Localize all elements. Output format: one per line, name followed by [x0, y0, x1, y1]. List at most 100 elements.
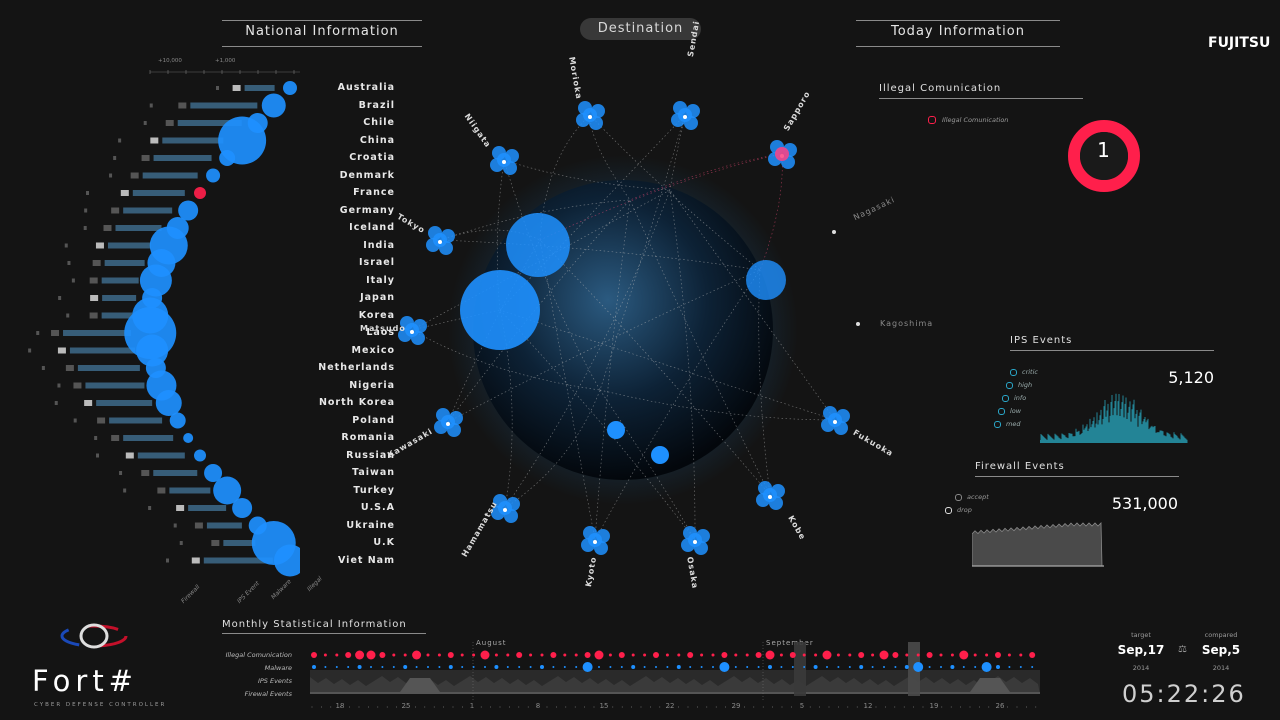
country-label[interactable]: Australia [337, 82, 395, 93]
country-label[interactable]: U.S.A [360, 502, 395, 513]
country-bar [190, 102, 258, 109]
country-bar-tick [65, 365, 74, 371]
connection-line [503, 159, 601, 391]
country-bar [77, 365, 140, 371]
kagoshima-dot [856, 322, 860, 326]
malware-dot [403, 665, 408, 669]
country-label[interactable]: Mexico [351, 344, 395, 356]
city-cluster-bubble [426, 238, 440, 252]
target-date[interactable]: Sep,17 [1117, 643, 1165, 657]
country-label[interactable]: Laos [366, 327, 395, 338]
illegal-dot [1019, 653, 1023, 657]
national-info-title: National Information [245, 24, 399, 39]
country-label[interactable]: Brazil [358, 99, 395, 111]
city-cluster-bubble [834, 421, 848, 435]
connection-line [589, 114, 631, 201]
illegal-dot [540, 653, 544, 657]
malware-dot [324, 666, 327, 668]
country-bar-tick [232, 85, 241, 91]
city-cluster-bubble [398, 328, 412, 342]
illegal-dot [643, 653, 647, 657]
country-label[interactable]: Japan [360, 292, 395, 303]
city-cluster-bubble [503, 161, 517, 175]
country-label[interactable]: Viet Nam [338, 554, 395, 566]
country-label[interactable]: Russian [346, 449, 395, 461]
scale-label-10000: +10,000 [158, 58, 182, 64]
country-bar-tick [130, 172, 139, 179]
country-label[interactable]: France [353, 187, 395, 198]
country-bar [203, 557, 273, 564]
connection-line [758, 269, 771, 496]
country-label[interactable]: China [359, 134, 395, 146]
country-label[interactable]: Israel [359, 257, 395, 268]
illegal-dot [973, 653, 977, 657]
country-label[interactable]: Ukraine [346, 519, 395, 531]
country-label[interactable]: India [363, 239, 395, 251]
malware-dot [1019, 666, 1022, 668]
malware-dot [962, 666, 965, 668]
country-bar-tick [54, 401, 58, 405]
malware-dot [357, 665, 362, 669]
compared-date[interactable]: Sep,5 [1201, 643, 1241, 657]
malware-dot [803, 666, 806, 668]
city-cluster-bubble [823, 406, 837, 420]
illegal-dot [822, 650, 832, 660]
city-label-kagoshima[interactable]: Kagoshima [880, 319, 934, 328]
country-bar [96, 400, 153, 406]
malware-dot [438, 666, 441, 668]
firewall-events-title: Firewall Events [975, 461, 1065, 472]
destination-label[interactable]: Destination [580, 18, 701, 40]
city-cluster-bubble [836, 409, 850, 423]
illegal-dot [437, 653, 441, 657]
illegal-dot [745, 653, 749, 657]
country-bar-tick [67, 261, 71, 265]
illegal-comm-title: Illegal Comunication [879, 83, 1002, 94]
country-label[interactable]: U.K [373, 537, 395, 548]
illegal-dot [892, 652, 899, 658]
country-label[interactable]: Croatia [349, 152, 395, 163]
malware-dot [529, 666, 532, 668]
monthly-timeline[interactable]: 1825181522295121926 [300, 636, 1050, 720]
ips-events-value: 5,120 [1168, 368, 1214, 387]
city-cluster-bubble [589, 116, 603, 130]
country-label[interactable]: Turkey [353, 484, 395, 496]
country-label[interactable]: Nigeria [349, 379, 395, 391]
globe-bubble-large [460, 270, 540, 350]
fort-logo-icon [60, 623, 128, 649]
ips-legend-label: med [1006, 420, 1021, 428]
country-label[interactable]: Chile [363, 117, 395, 128]
country-label[interactable]: Germany [339, 204, 395, 216]
illegal-dot [494, 653, 498, 657]
country-label[interactable]: Iceland [349, 222, 395, 233]
country-label[interactable]: North Korea [318, 397, 395, 408]
illegal-dot [755, 652, 762, 658]
timeline-tick-label: 26 [996, 702, 1005, 710]
city-cluster-dot [503, 508, 507, 512]
country-bar-tick [173, 523, 177, 528]
today-title-underline [856, 46, 1060, 47]
country-bubble [204, 464, 223, 482]
country-label[interactable]: Korea [358, 309, 395, 321]
country-label[interactable]: Taiwan [352, 467, 395, 478]
city-label-matsudo[interactable]: Matsudo [360, 324, 406, 333]
country-label[interactable]: Poland [352, 414, 395, 426]
country-label[interactable]: Romania [341, 432, 395, 443]
city-cluster-bubble [694, 541, 708, 555]
city-cluster-bubble [493, 494, 507, 508]
city-cluster-dot [438, 240, 442, 244]
illegal-dot [653, 652, 659, 658]
country-label[interactable]: Italy [366, 274, 395, 286]
illegal-title-underline [879, 98, 1083, 99]
illegal-dot [836, 653, 840, 657]
clock: 05:22:26 [1122, 680, 1246, 708]
country-label[interactable]: Netherlands [318, 362, 395, 373]
national-title-underline [222, 46, 422, 47]
connection-line [539, 239, 596, 541]
country-label[interactable]: Denmark [339, 169, 395, 181]
illegal-dot [480, 650, 490, 660]
compared-marker [794, 642, 806, 696]
city-cluster-bubble [581, 538, 595, 552]
illegal-dot [939, 653, 943, 657]
country-bar-tick [123, 488, 127, 493]
illegal-dot [700, 653, 704, 657]
